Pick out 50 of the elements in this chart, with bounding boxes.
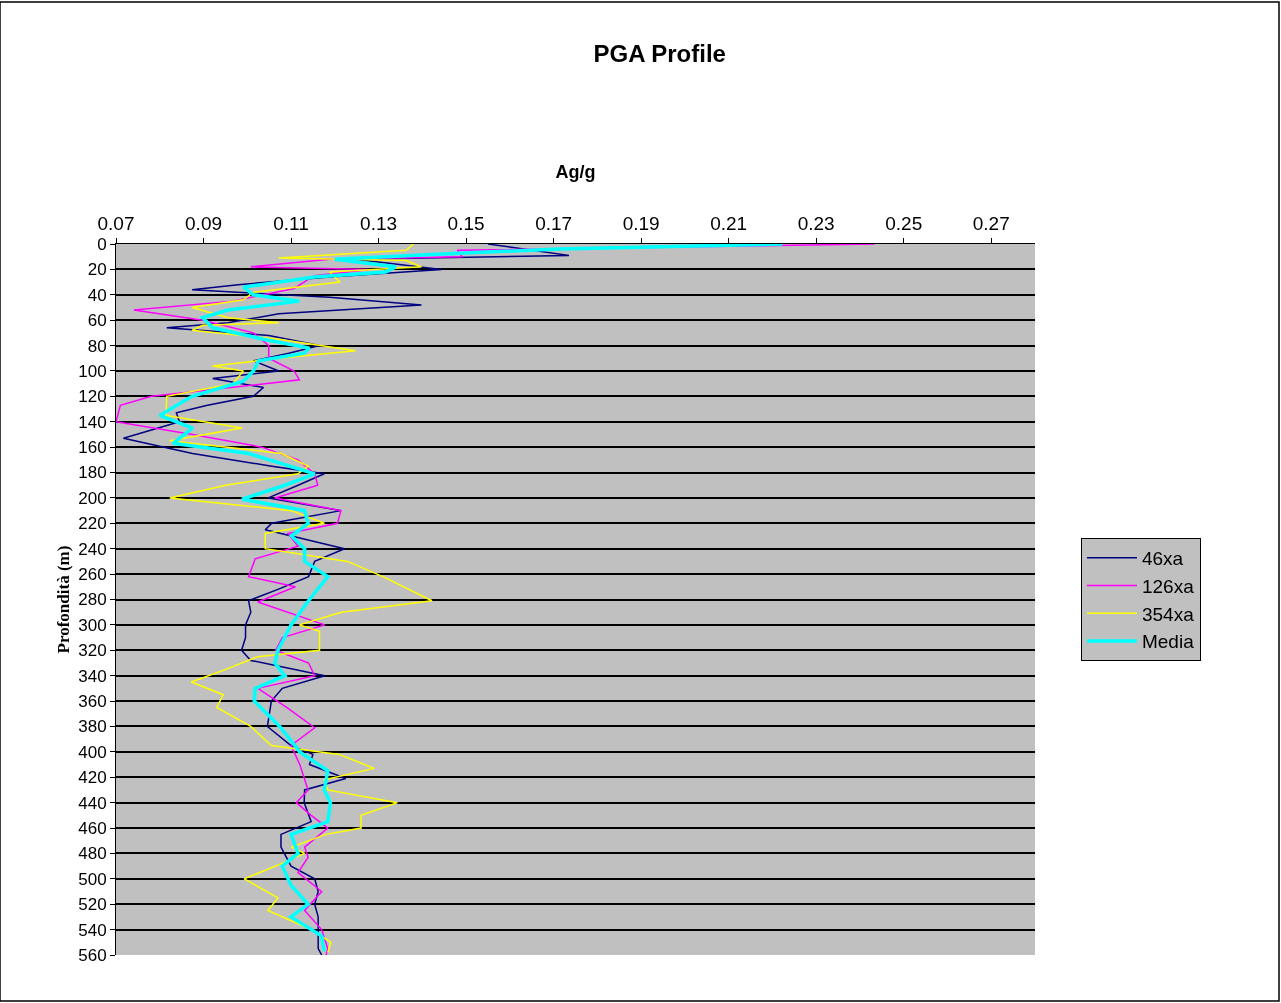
legend-label: 126xa xyxy=(1141,575,1195,597)
x-tick-label: 0.17 xyxy=(535,213,573,235)
line-series xyxy=(158,244,785,953)
line-series xyxy=(165,244,433,954)
y-tick-label: 220 xyxy=(78,514,107,534)
y-tick-label: 160 xyxy=(78,438,107,458)
x-tick-label: 0.13 xyxy=(360,213,398,235)
y-tick-label: 80 xyxy=(87,336,107,356)
legend-label: 354xa xyxy=(1141,603,1195,625)
y-tick-label: 520 xyxy=(78,895,107,915)
y-tick-label: 420 xyxy=(78,768,107,788)
y-tick-label: 540 xyxy=(78,920,107,940)
y-tick-label: 300 xyxy=(78,615,107,635)
y-tick-label: 0 xyxy=(97,234,107,254)
y-tick-label: 260 xyxy=(78,565,107,585)
y-tick-label: 480 xyxy=(78,844,107,864)
y-tick-label: 180 xyxy=(78,463,107,483)
y-tick-label: 380 xyxy=(78,717,107,737)
y-tick-label: 200 xyxy=(78,488,107,508)
y-tick-label: 360 xyxy=(78,692,107,712)
x-tick-label: 0.21 xyxy=(710,213,748,235)
y-tick-label: 120 xyxy=(78,387,107,407)
legend-label: 46xa xyxy=(1141,548,1184,570)
y-tick-label: 100 xyxy=(78,361,107,381)
y-tick-label: 320 xyxy=(78,641,107,661)
x-axis-title: Ag/g xyxy=(555,161,596,182)
y-tick-label: 240 xyxy=(78,539,107,559)
y-tick-label: 460 xyxy=(78,818,107,838)
y-tick-label: 20 xyxy=(87,260,107,280)
y-tick-label: 40 xyxy=(87,285,107,305)
x-tick-label: 0.23 xyxy=(797,213,835,235)
y-tick-label: 400 xyxy=(78,742,107,762)
y-tick-label: 60 xyxy=(87,311,107,331)
y-axis-title: Profondità (m) xyxy=(53,545,73,654)
x-tick-label: 0.27 xyxy=(972,213,1010,235)
x-tick-label: 0.11 xyxy=(273,213,309,235)
x-tick-label: 0.25 xyxy=(885,213,923,235)
x-tick-label: 0.07 xyxy=(97,213,135,235)
legend-label: Media xyxy=(1141,631,1195,653)
y-tick-label: 280 xyxy=(78,590,107,610)
x-tick-label: 0.19 xyxy=(622,213,660,235)
y-tick-label: 560 xyxy=(78,945,107,965)
x-tick-label: 0.15 xyxy=(447,213,485,235)
chart-title: PGA Profile xyxy=(593,39,726,67)
x-tick-label: 0.09 xyxy=(185,213,223,235)
y-tick-label: 440 xyxy=(78,793,107,813)
line-series xyxy=(122,244,570,955)
y-tick-label: 140 xyxy=(78,412,107,432)
y-tick-label: 340 xyxy=(78,666,107,686)
y-tick-label: 500 xyxy=(78,869,107,889)
